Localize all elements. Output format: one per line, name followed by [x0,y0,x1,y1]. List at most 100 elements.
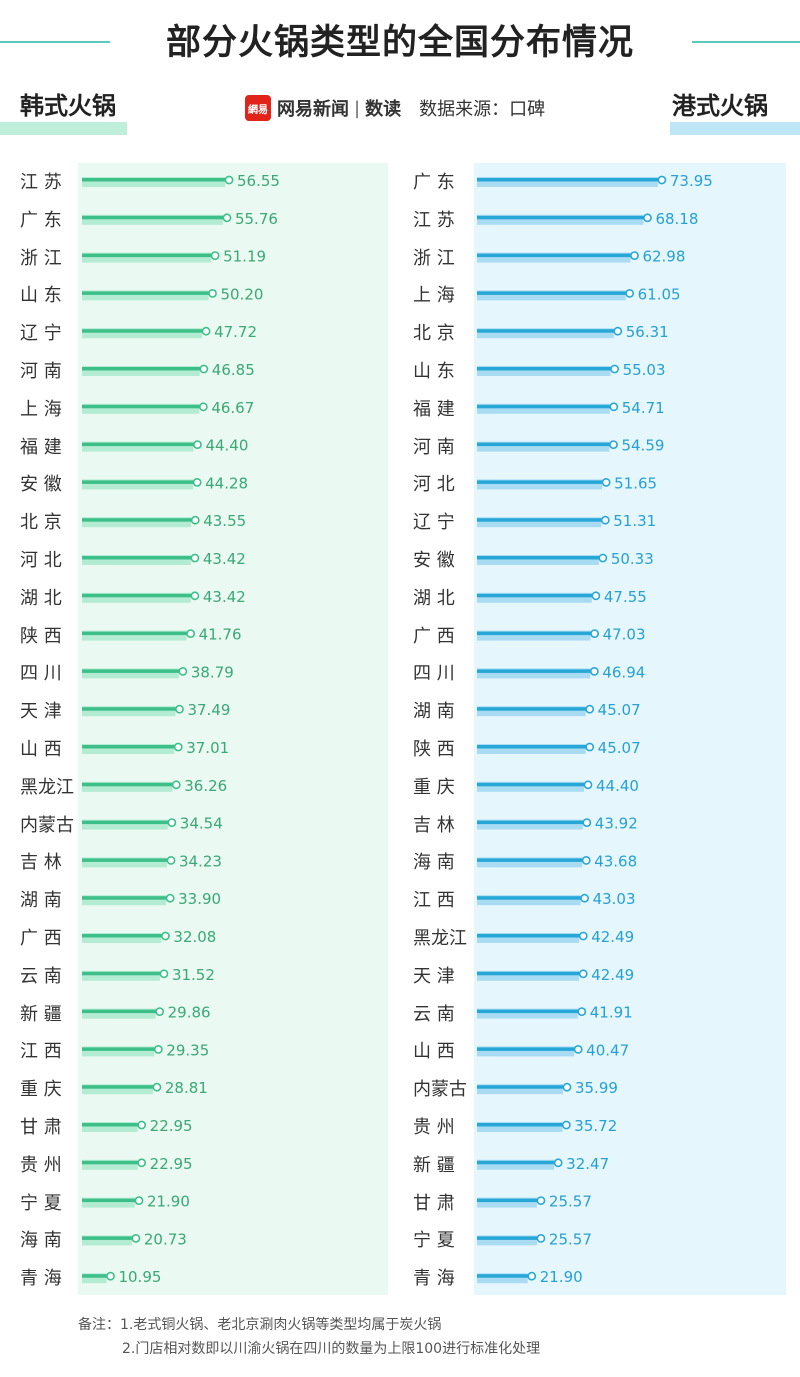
left-bar [82,631,191,636]
left-value-label: 22.95 [150,1155,193,1173]
right-bar-endpoint [630,251,639,260]
left-value-label: 29.35 [166,1041,209,1059]
brand-sub: 数读 [365,99,402,120]
left-bar-shadow [82,744,175,754]
left-bar-shadow [82,781,173,792]
right-category-label: 浙 江 [413,247,455,269]
left-bar [82,745,179,749]
left-bar [82,782,177,787]
left-bar-endpoint [161,931,170,941]
left-bar [82,556,195,560]
right-bar-shadow [477,555,599,565]
left-category-label: 广 东 [20,209,62,231]
left-value-label: 28.81 [165,1079,208,1097]
left-bar-endpoint [155,1007,165,1016]
left-bar-endpoint [153,1045,163,1054]
left-value-label: 46.67 [211,399,254,417]
right-bar-endpoint [609,402,619,412]
right-section-title: 港式火锅 [672,92,768,120]
left-category-label: 海 南 [20,1230,62,1252]
left-bar [82,367,204,371]
right-value-label: 41.91 [590,1004,633,1022]
right-value-label: 46.94 [602,663,645,681]
left-bar-shadow [82,177,226,187]
left-value-label: 56.55 [237,172,280,190]
left-bar [82,480,198,484]
left-bar-endpoint [190,515,200,525]
left-section-underline [0,122,127,135]
left-bar-endpoint [131,1234,141,1243]
right-bar [477,934,584,938]
left-bar-endpoint [190,591,200,601]
right-value-label: 51.31 [613,512,656,530]
left-value-label: 34.54 [180,815,223,833]
right-value-label: 68.18 [655,210,698,228]
left-category-label: 河 南 [20,361,62,382]
left-value-label: 33.90 [178,890,221,908]
note-line-1: 备注：1.老式铜火锅、老北京涮肉火锅等类型均属于炭火锅 [78,1317,442,1333]
left-category-label: 山 西 [20,739,62,760]
left-category-label: 湖 北 [20,587,62,609]
right-value-label: 51.65 [614,474,657,492]
left-bar-endpoint [208,288,217,298]
right-category-label: 河 北 [413,474,455,496]
left-category-label: 甘 肃 [20,1117,62,1138]
right-bar-endpoint [625,288,635,298]
right-bar [477,820,587,825]
right-value-label: 73.95 [670,172,713,190]
right-bar [477,1047,579,1051]
left-bar-shadow [82,933,162,943]
left-bar [82,253,216,258]
left-bar-shadow [82,479,194,490]
right-value-label: 47.03 [603,626,646,644]
left-value-label: 50.20 [221,285,264,303]
right-bar [477,593,596,598]
right-bar-shadow [477,970,580,981]
left-bar-shadow [82,895,167,906]
right-category-label: 云 南 [413,1003,455,1025]
left-value-label: 55.76 [235,210,278,228]
left-category-label: 浙 江 [20,247,62,269]
right-value-label: 35.72 [574,1117,617,1135]
right-category-label: 陕 西 [413,739,455,760]
right-value-label: 45.07 [598,739,641,757]
right-bar-endpoint [527,1271,537,1281]
left-bar-endpoint [137,1120,147,1130]
right-bar-endpoint [609,440,618,449]
left-bar [82,820,172,825]
left-chart-panel [78,163,388,1295]
right-value-label: 42.49 [591,928,634,946]
left-bar-endpoint [134,1196,144,1205]
right-chart-panel [474,163,786,1295]
left-bar-endpoint [175,704,184,714]
left-bar-endpoint [178,667,188,676]
left-category-label: 黑龙江 [20,776,74,798]
right-category-label: 广 东 [413,172,455,193]
right-bar-shadow [477,1008,578,1019]
right-bar-endpoint [657,175,667,185]
right-category-label: 河 南 [413,436,455,458]
right-bar-endpoint [589,667,599,676]
left-bar-shadow [82,592,191,603]
data-source: 数据来源：口碑 [419,99,546,120]
left-bar-endpoint [167,818,177,827]
left-bar-shadow [82,403,200,414]
right-value-label: 35.99 [575,1079,618,1097]
right-value-label: 40.47 [586,1041,629,1059]
brand-block: 網易 网易新闻 | 数读 数据来源：口碑 [245,95,545,121]
right-value-label: 44.40 [596,777,639,795]
left-bar-endpoint [152,1082,162,1092]
right-bar [477,367,615,371]
right-bar-endpoint [536,1196,546,1205]
left-bar-shadow [82,555,191,565]
left-bar-endpoint [159,969,169,979]
right-bar-endpoint [578,969,588,979]
right-category-label: 江 西 [413,890,455,912]
left-value-label: 44.40 [205,437,248,455]
right-bar-shadow [477,857,583,868]
right-bar [477,1085,567,1089]
left-bar [82,215,227,220]
right-bar-shadow [477,1159,555,1170]
right-section-underline [670,122,800,135]
left-value-label: 10.95 [118,1268,161,1286]
